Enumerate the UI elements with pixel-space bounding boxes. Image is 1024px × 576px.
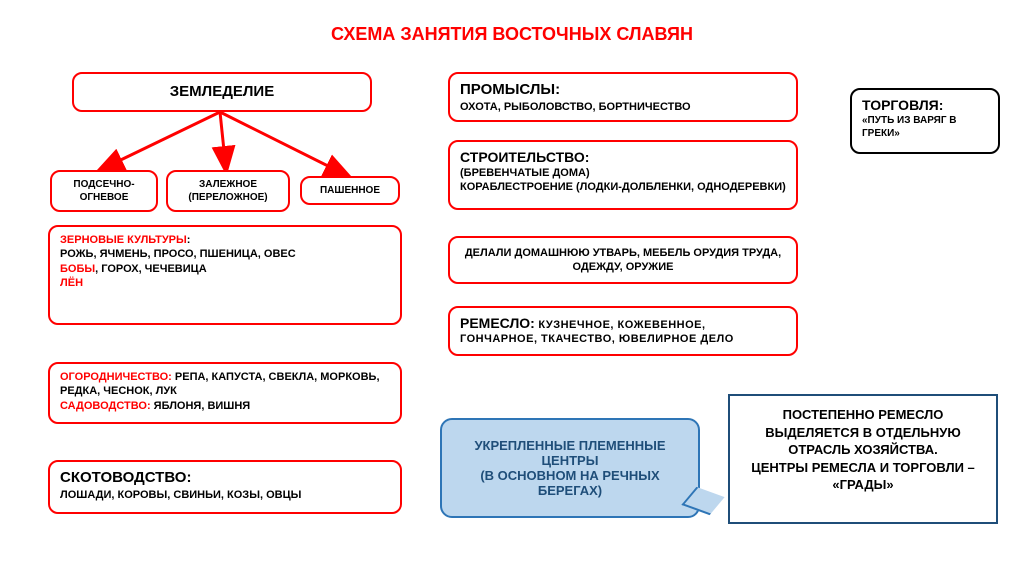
diagram-title: СХЕМА ЗАНЯТИЯ ВОСТОЧНЫХ СЛАВЯН bbox=[0, 24, 1024, 45]
delali-text: ДЕЛАЛИ ДОМАШНЮЮ УТВАРЬ, МЕБЕЛЬ ОРУДИЯ ТР… bbox=[460, 246, 786, 275]
box-skotovodstvo: СКОТОВОДСТВО:ЛОШАДИ, КОРОВЫ, СВИНЬИ, КОЗ… bbox=[48, 460, 402, 514]
box-ogorod: ОГОРОДНИЧЕСТВО: РЕПА, КАПУСТА, СВЕКЛА, М… bbox=[48, 362, 402, 424]
callout-centers: УКРЕПЛЕННЫЕ ПЛЕМЕННЫЕ ЦЕНТРЫ(В ОСНОВНОМ … bbox=[440, 418, 700, 518]
box-delali: ДЕЛАЛИ ДОМАШНЮЮ УТВАРЬ, МЕБЕЛЬ ОРУДИЯ ТР… bbox=[448, 236, 798, 284]
pashennoe-label: ПАШЕННОЕ bbox=[320, 185, 380, 196]
box-pashennoe: ПАШЕННОЕ bbox=[300, 176, 400, 205]
podsechno-label: ПОДСЕЧНО-ОГНЕВОЕ bbox=[73, 179, 134, 203]
box-remeslo: РЕМЕСЛО: КУЗНЕЧНОЕ, КОЖЕВЕННОЕ, ГОНЧАРНО… bbox=[448, 306, 798, 356]
zalezhnoe-label: ЗАЛЕЖНОЕ(ПЕРЕЛОЖНОЕ) bbox=[188, 179, 267, 203]
box-zalezhnoe: ЗАЛЕЖНОЕ(ПЕРЕЛОЖНОЕ) bbox=[166, 170, 290, 212]
box-podsechno: ПОДСЕЧНО-ОГНЕВОЕ bbox=[50, 170, 158, 212]
box-zemledelie: ЗЕМЛЕДЕЛИЕ bbox=[72, 72, 372, 112]
zemledelie-label: ЗЕМЛЕДЕЛИЕ bbox=[170, 82, 274, 102]
box-promysly: ПРОМЫСЛЫ:ОХОТА, РЫБОЛОВСТВО, БОРТНИЧЕСТВ… bbox=[448, 72, 798, 122]
box-stroitelstvo: СТРОИТЕЛЬСТВО: (БРЕВЕНЧАТЫЕ ДОМА) КОРАБЛ… bbox=[448, 140, 798, 210]
box-zernovye: ЗЕРНОВЫЕ КУЛЬТУРЫ:РОЖЬ, ЯЧМЕНЬ, ПРОСО, П… bbox=[48, 225, 402, 325]
box-torgovlya: ТОРГОВЛЯ:«ПУТЬ ИЗ ВАРЯГ В ГРЕКИ» bbox=[850, 88, 1000, 154]
box-conclusion: ПОСТЕПЕННО РЕМЕСЛО ВЫДЕЛЯЕТСЯ В ОТДЕЛЬНУ… bbox=[728, 394, 998, 524]
